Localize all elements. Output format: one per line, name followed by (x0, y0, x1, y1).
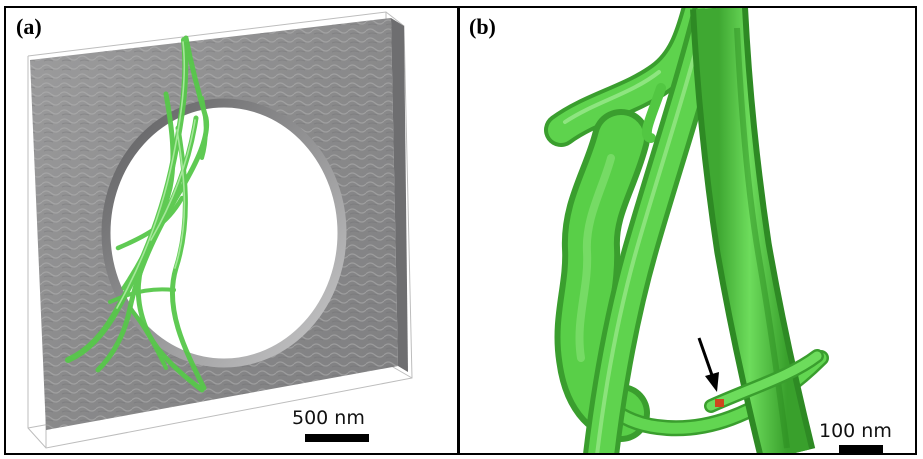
scalebar-a (305, 434, 369, 442)
fiber-diagonal (583, 8, 729, 455)
membrane-pore (101, 98, 347, 368)
marker-red (715, 399, 724, 407)
scalebar-b (839, 445, 883, 453)
panel-label-b: (b) (469, 14, 496, 39)
panel-a-render (27, 11, 413, 449)
fiber-bundle-highlight (116, 41, 196, 309)
fiber-thick-right (690, 8, 816, 455)
panel-a: (a) 500 nm (6, 8, 457, 455)
panel-b: (b) 100 nm (461, 8, 917, 455)
panel-b-render (544, 8, 829, 455)
scalebar-label-a: 500 nm (292, 407, 365, 429)
panel-divider (457, 6, 460, 455)
panel-label-a: (a) (16, 14, 42, 39)
membrane (30, 18, 408, 430)
arrow-icon (697, 337, 719, 392)
scalebar-label-b: 100 nm (819, 420, 892, 442)
fiber-thin-loop (603, 83, 829, 437)
